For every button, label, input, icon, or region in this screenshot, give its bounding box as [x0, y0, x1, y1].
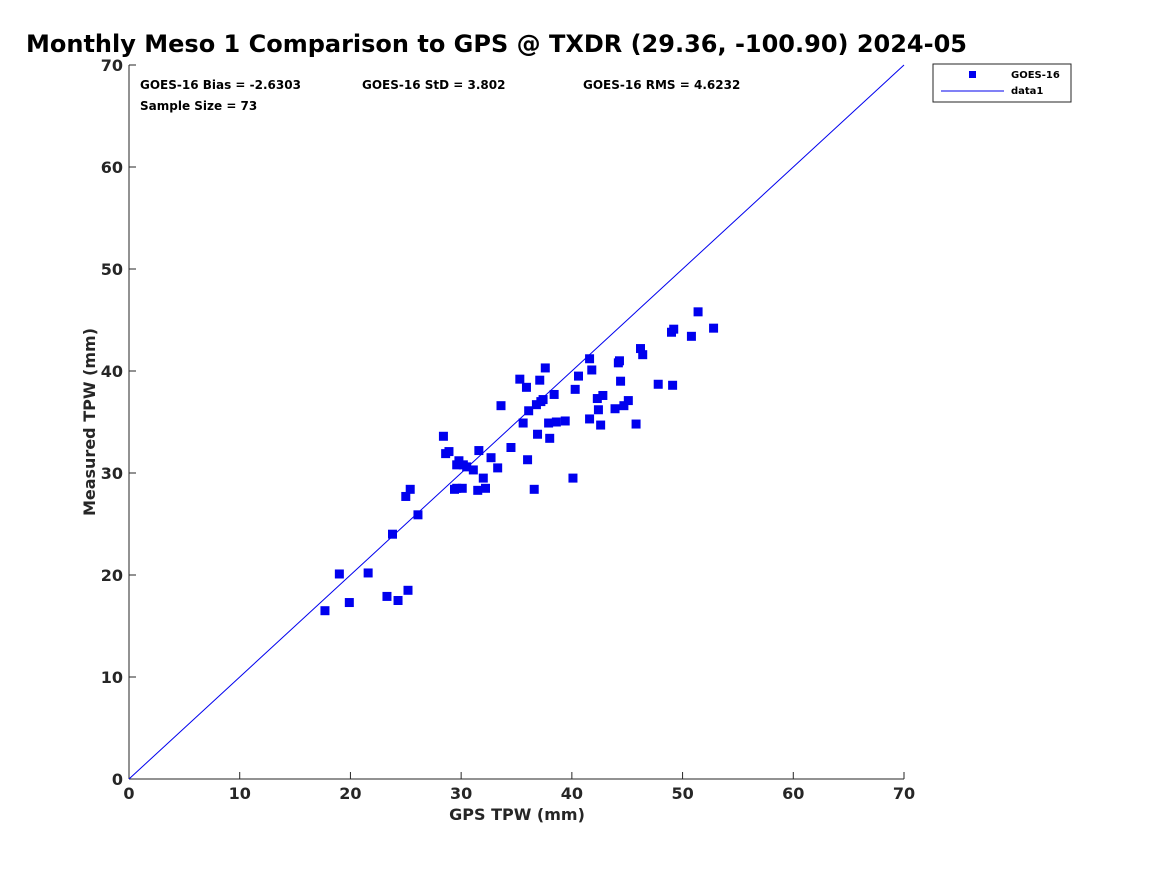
- data-point: [468, 465, 478, 475]
- data-point: [549, 389, 559, 399]
- y-tick-label: 30: [101, 464, 123, 483]
- data-point: [631, 419, 641, 429]
- data-point: [515, 374, 525, 384]
- y-ticks: 0 10 20 30 40 50 60 70: [101, 56, 136, 789]
- data-point: [382, 591, 392, 601]
- data-point: [551, 417, 561, 427]
- data-point: [535, 375, 545, 385]
- data-point: [452, 483, 462, 493]
- data-point: [529, 484, 539, 494]
- data-point: [668, 380, 678, 390]
- sample-size-annotation: Sample Size = 73: [140, 99, 257, 113]
- data-point: [473, 485, 483, 495]
- data-point: [486, 453, 496, 463]
- x-tick-label: 30: [450, 784, 472, 803]
- data-point: [709, 323, 719, 333]
- y-tick-label: 60: [101, 158, 123, 177]
- std-annotation: GOES-16 StD = 3.802: [362, 78, 505, 92]
- data-point: [438, 431, 448, 441]
- data-point: [462, 462, 472, 472]
- x-tick-label: 70: [893, 784, 915, 803]
- data-point: [593, 405, 603, 415]
- x-tick-label: 40: [561, 784, 583, 803]
- data-point: [592, 394, 602, 404]
- data-point: [393, 596, 403, 605]
- data-point: [403, 585, 413, 595]
- y-axis-label: Measured TPW (mm): [80, 328, 99, 516]
- data-point: [544, 418, 554, 428]
- data-point: [481, 483, 490, 493]
- data-point: [574, 371, 583, 381]
- data-point: [521, 382, 531, 392]
- data-point: [686, 331, 696, 341]
- data-point: [506, 443, 516, 452]
- one-to-one-line: [128, 64, 905, 780]
- y-tick-label: 20: [101, 566, 123, 585]
- y-tick-label: 50: [101, 260, 123, 279]
- data-point: [568, 473, 578, 483]
- data-point: [610, 404, 620, 414]
- data-point: [518, 418, 528, 428]
- data-point: [636, 344, 645, 354]
- data-point: [320, 606, 330, 616]
- x-tick-label: 20: [339, 784, 361, 803]
- legend: GOES-16 data1: [932, 63, 1072, 103]
- x-tick-label: 60: [782, 784, 804, 803]
- data-point: [401, 491, 411, 501]
- stats-annotations: GOES-16 Bias = -2.6303 GOES-16 StD = 3.8…: [140, 78, 740, 113]
- x-tick-label: 10: [229, 784, 251, 803]
- data-point: [619, 401, 629, 411]
- x-tick-label: 50: [671, 784, 693, 803]
- axes: 0 10 20 30 40 50 60 70 0 10 20 30 40 50 60 70: [101, 56, 915, 803]
- data-point: [334, 569, 344, 579]
- data-point: [413, 510, 423, 520]
- data-point: [405, 484, 415, 494]
- x-tick-label: 0: [123, 784, 134, 803]
- data-point: [536, 397, 546, 407]
- data-point: [616, 376, 626, 386]
- data-point: [614, 356, 624, 366]
- data-point: [474, 446, 484, 456]
- data-point: [388, 529, 397, 539]
- data-point: [587, 365, 597, 375]
- data-point: [653, 379, 663, 389]
- legend-label-goes16: GOES-16: [1011, 70, 1060, 81]
- data-point: [585, 354, 595, 364]
- data-point: [457, 483, 467, 493]
- data-point: [560, 416, 570, 426]
- data-point: [598, 390, 608, 400]
- y-tick-label: 0: [112, 770, 123, 789]
- data-point: [596, 420, 606, 430]
- plot-series: [128, 64, 905, 780]
- data-point: [623, 396, 633, 406]
- data-point: [363, 568, 373, 578]
- data-point: [669, 324, 679, 334]
- y-tick-label: 40: [101, 362, 123, 381]
- data-point: [444, 447, 454, 457]
- x-ticks: 0 10 20 30 40 50 60 70: [123, 772, 915, 803]
- rms-annotation: GOES-16 RMS = 4.6232: [583, 78, 740, 92]
- data-point: [493, 463, 503, 473]
- y-tick-label: 70: [101, 56, 123, 75]
- data-point: [344, 598, 354, 608]
- data-point: [496, 401, 506, 411]
- legend-box: [932, 63, 1072, 103]
- data-point: [545, 433, 555, 443]
- data-point: [585, 414, 595, 424]
- bias-annotation: GOES-16 Bias = -2.6303: [140, 78, 301, 92]
- legend-label-data1: data1: [1011, 86, 1043, 97]
- data-point: [533, 429, 543, 439]
- legend-marker-goes16: [969, 71, 976, 78]
- data-point: [638, 350, 648, 360]
- data-point: [523, 455, 533, 465]
- data-point: [478, 473, 488, 483]
- chart-title: Monthly Meso 1 Comparison to GPS @ TXDR …: [26, 30, 967, 58]
- data-point: [540, 363, 550, 373]
- data-point: [570, 384, 580, 394]
- x-axis-label: GPS TPW (mm): [449, 805, 585, 824]
- y-tick-label: 10: [101, 668, 123, 687]
- data-point: [693, 307, 703, 317]
